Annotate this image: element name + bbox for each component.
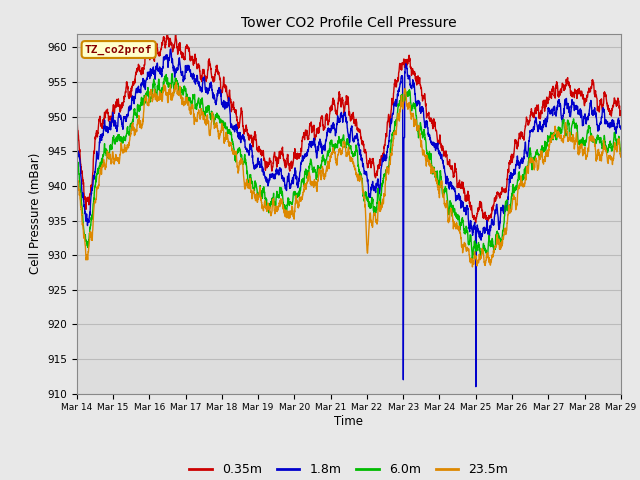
23.5m (305, 170, 313, 176)
6.0m (167, 85, 175, 91)
Legend: 0.35m, 1.8m, 6.0m, 23.5m: 0.35m, 1.8m, 6.0m, 23.5m (184, 458, 513, 480)
6.0m (73, 161, 81, 167)
0.35m (168, 42, 175, 48)
Title: Tower CO2 Profile Cell Pressure: Tower CO2 Profile Cell Pressure (241, 16, 456, 30)
1.8m (548, 107, 556, 112)
6.0m (548, 131, 556, 137)
X-axis label: Time: Time (334, 415, 364, 428)
6.0m (617, 147, 625, 153)
23.5m (617, 154, 625, 160)
23.5m (135, 113, 143, 119)
6.0m (305, 163, 313, 169)
1.8m (607, 120, 614, 126)
Line: 23.5m: 23.5m (77, 82, 621, 267)
Y-axis label: Cell Pressure (mBar): Cell Pressure (mBar) (29, 153, 42, 274)
0.35m (305, 132, 313, 138)
Line: 6.0m: 6.0m (77, 73, 621, 259)
6.0m (468, 256, 476, 262)
23.5m (468, 264, 476, 270)
6.0m (168, 71, 176, 76)
0.35m (135, 64, 143, 70)
6.0m (607, 142, 614, 147)
0.35m (548, 92, 556, 97)
0.35m (73, 122, 81, 128)
23.5m (282, 211, 289, 217)
1.8m (73, 143, 81, 149)
23.5m (173, 79, 180, 85)
1.8m (168, 50, 175, 56)
23.5m (73, 175, 81, 181)
6.0m (135, 103, 143, 109)
1.8m (167, 46, 175, 52)
1.8m (617, 125, 625, 131)
Line: 1.8m: 1.8m (77, 49, 621, 387)
23.5m (607, 156, 614, 162)
0.35m (282, 160, 289, 166)
Text: TZ_co2prof: TZ_co2prof (85, 44, 152, 55)
0.35m (483, 220, 491, 226)
23.5m (167, 93, 175, 99)
1.8m (282, 184, 289, 190)
0.35m (617, 110, 625, 116)
1.8m (305, 141, 313, 147)
0.35m (163, 26, 171, 32)
Line: 0.35m: 0.35m (77, 29, 621, 223)
23.5m (548, 133, 556, 139)
1.8m (135, 89, 143, 95)
6.0m (282, 208, 289, 214)
1.8m (472, 384, 480, 390)
0.35m (607, 110, 614, 116)
